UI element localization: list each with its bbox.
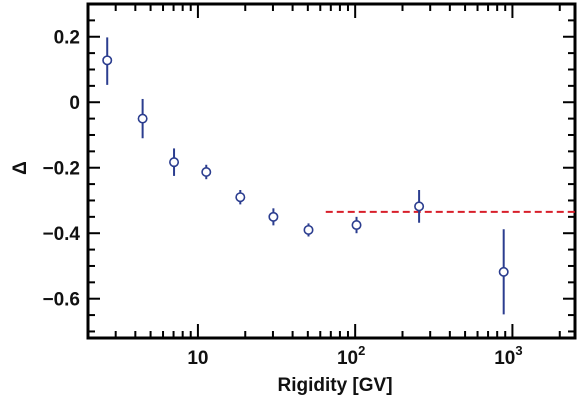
- y-tick-label: −0.4: [42, 224, 80, 245]
- tick-labels-layer: 0.2 0 −0.2 −0.4 −0.6 10 102 103: [42, 28, 522, 369]
- data-point: [102, 55, 113, 66]
- y-axis-title: Δ: [10, 161, 31, 175]
- plot-frame: [86, 2, 577, 340]
- data-points-layer: [102, 37, 509, 315]
- data-point: [137, 113, 148, 124]
- data-point: [268, 211, 279, 222]
- x-tick-label: 10: [187, 348, 208, 369]
- y-tick-label: 0: [69, 93, 80, 114]
- y-tick-label: −0.2: [42, 159, 80, 180]
- data-point: [351, 220, 362, 231]
- x-axis-title: Rigidity [GV]: [277, 375, 392, 396]
- y-tick-label: 0.2: [54, 28, 80, 49]
- x-tick-label: 103: [494, 343, 522, 369]
- data-point: [303, 224, 314, 235]
- axes: [86, 2, 577, 340]
- data-point: [498, 266, 509, 277]
- data-point: [414, 201, 425, 212]
- data-point: [201, 166, 212, 177]
- x-tick-label: 102: [337, 343, 365, 369]
- y-tick-label: −0.6: [42, 290, 80, 311]
- data-point: [169, 157, 180, 168]
- data-point: [235, 192, 246, 203]
